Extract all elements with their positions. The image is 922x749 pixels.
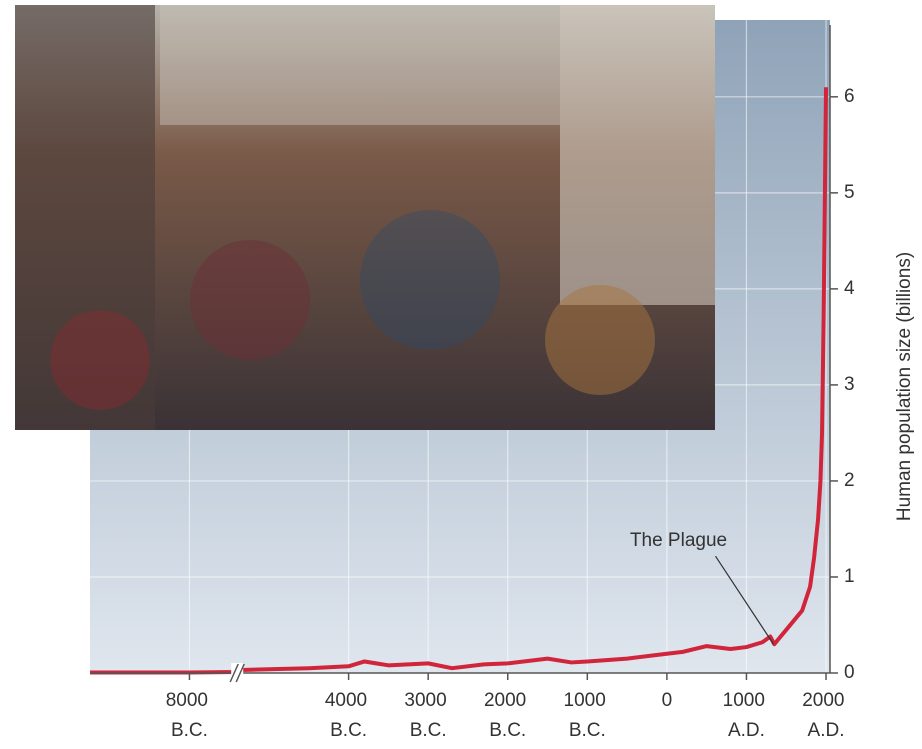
x-tick-label: 1000 A.D. (723, 690, 771, 741)
annotation-arrow (715, 555, 775, 645)
x-tick-label: 2000 B.C. (484, 690, 532, 741)
y-tick-label: 5 (844, 182, 855, 203)
axis-break (235, 663, 245, 683)
x-tick-label: 0 (662, 690, 673, 711)
photo (15, 5, 715, 430)
data-line (90, 87, 829, 675)
annotation: The Plague (630, 530, 727, 551)
y-tick-label: 4 (844, 278, 855, 299)
x-tick-label: 2000 A.D. (802, 690, 850, 741)
y-tick-label: 0 (844, 662, 855, 683)
y-tick-label: 2 (844, 470, 855, 491)
x-tick-label: 4000 B.C. (325, 690, 373, 741)
y-axis-label: Human population size (billions) (894, 252, 915, 521)
x-tick-label: 1000 B.C. (564, 690, 612, 741)
axis-break (231, 663, 244, 683)
x-tick-label: 8000 B.C. (166, 690, 214, 741)
y-tick-label: 1 (844, 566, 855, 587)
y-tick-label: 3 (844, 374, 855, 395)
x-tick-label: 3000 B.C. (404, 690, 452, 741)
axis-break (229, 663, 239, 683)
y-tick-label: 6 (844, 86, 855, 107)
